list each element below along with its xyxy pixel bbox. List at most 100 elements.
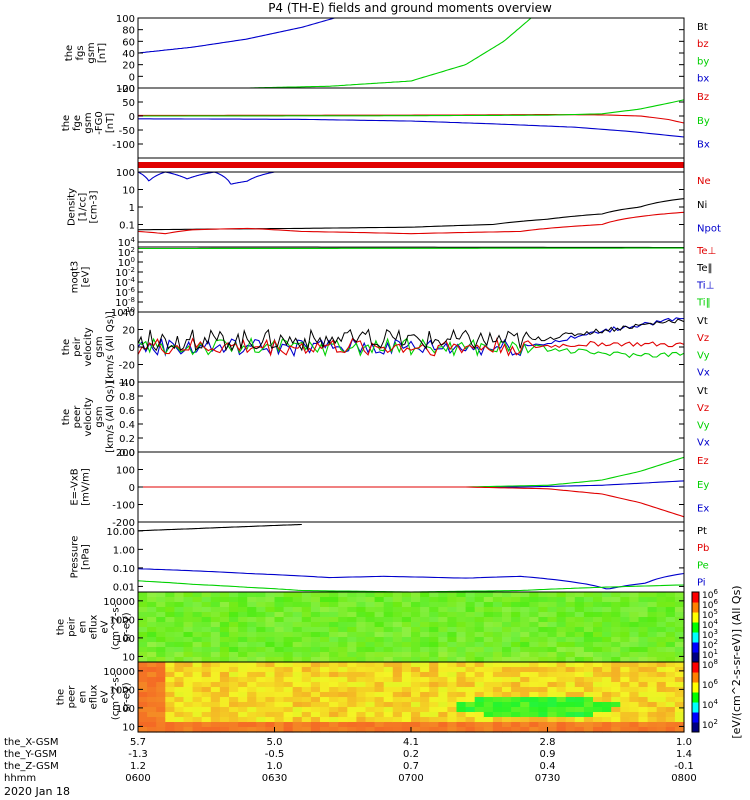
spectrogram-cell	[465, 672, 476, 678]
spectrogram-cell	[483, 622, 494, 628]
spectrogram-cell	[374, 687, 385, 693]
spectrogram-cell	[629, 662, 640, 668]
spectrogram-cell	[383, 722, 394, 728]
legend-entry: By	[697, 116, 710, 127]
spectrogram-cell	[329, 637, 339, 643]
series-line	[138, 118, 685, 138]
spectrogram-cell	[283, 637, 294, 643]
y-axis-label: [km/s (All Qs)]	[105, 311, 116, 383]
spectrogram-cell	[201, 677, 212, 683]
spectrogram-cell	[238, 727, 248, 733]
spectrogram-cell	[465, 627, 476, 633]
spectrogram-cell	[574, 707, 585, 713]
spectrogram-cell	[647, 697, 658, 703]
spectrogram-cell	[620, 712, 630, 718]
spectrogram-cell	[138, 662, 148, 668]
spectrogram-cell	[593, 702, 603, 708]
spectrogram-cell	[529, 622, 539, 628]
spectrogram-cell	[365, 667, 376, 673]
colorbar-swatch	[692, 678, 699, 681]
spectrogram-cell	[611, 722, 621, 728]
y-tick-label: 100	[116, 466, 135, 477]
spectrogram-cell	[492, 702, 503, 708]
spectrogram-cell	[511, 617, 521, 623]
spectrogram-cell	[356, 727, 367, 733]
spectrogram-cell	[483, 712, 494, 718]
spectrogram-cell	[174, 627, 185, 633]
spectrogram-cell	[620, 647, 630, 653]
y-axis-label: the	[64, 45, 75, 61]
spectrogram-cell	[183, 632, 194, 638]
spectrogram-cell	[465, 702, 476, 708]
spectrogram-cell	[292, 727, 303, 733]
spectrogram-cell	[347, 622, 357, 628]
spectrogram-cell	[329, 647, 339, 653]
spectrogram-cell	[320, 722, 330, 728]
spectrogram-cell	[547, 602, 558, 608]
spectrogram-cell	[192, 707, 203, 713]
spectrogram-cell	[292, 592, 303, 598]
spectrogram-cell	[401, 652, 412, 658]
spectrogram-cell	[183, 687, 194, 693]
spectrogram-cell	[438, 717, 448, 723]
spectrogram-cell	[374, 657, 385, 663]
spectrogram-cell	[456, 632, 467, 638]
spectrogram-cell	[456, 592, 467, 598]
spectrogram-cell	[265, 672, 276, 678]
spectrogram-cell	[438, 632, 448, 638]
spectrogram-cell	[401, 612, 412, 618]
spectrogram-cell	[219, 617, 230, 623]
spectrogram-cell	[156, 622, 166, 628]
spectrogram-cell	[429, 702, 439, 708]
spectrogram-cell	[583, 612, 594, 618]
spectrogram-cell	[247, 637, 257, 643]
spectrogram-cell	[292, 667, 303, 673]
spectrogram-cell	[338, 632, 348, 638]
spectrogram-cell	[620, 637, 630, 643]
spectrogram-cell	[256, 702, 266, 708]
spectrogram-cell	[292, 652, 303, 658]
y-tick-label: 0	[129, 112, 135, 123]
spectrogram-cell	[665, 662, 676, 668]
spectrogram-cell	[556, 677, 567, 683]
spectrogram-cell	[310, 592, 321, 598]
spectrogram-cell	[329, 607, 339, 613]
spectrogram-cell	[547, 647, 558, 653]
spectrogram-cell	[502, 617, 512, 623]
y-tick-label: 1.00	[113, 545, 135, 556]
spectrogram-cell	[602, 667, 612, 673]
spectrogram-cell	[147, 607, 157, 613]
spectrogram-cell	[247, 677, 257, 683]
spectrogram-cell	[201, 672, 212, 678]
spectrogram-cell	[201, 697, 212, 703]
colorbar-swatch	[692, 694, 699, 697]
spectrogram-cell	[347, 652, 357, 658]
spectrogram-cell	[265, 712, 276, 718]
spectrogram-cell	[374, 667, 385, 673]
legend-entry: Vy	[697, 350, 710, 361]
colorbar-tick-label: 106	[702, 678, 718, 691]
spectrogram-cell	[583, 662, 594, 668]
spectrogram-cell	[356, 597, 367, 603]
spectrogram-cell	[556, 647, 567, 653]
spectrogram-cell	[492, 667, 503, 673]
spectrogram-cell	[429, 682, 439, 688]
spectrogram-cell	[174, 667, 185, 673]
y-axis-label: gsm	[94, 406, 105, 427]
spectrogram-cell	[229, 712, 239, 718]
spectrogram-image	[138, 662, 685, 733]
spectrogram-cell	[347, 597, 357, 603]
spectrogram-cell	[374, 677, 385, 683]
spectrogram-cell	[574, 612, 585, 618]
spectrogram-cell	[347, 632, 357, 638]
spectrogram-cell	[593, 717, 603, 723]
spectrogram-cell	[283, 617, 294, 623]
spectrogram-cell	[465, 707, 476, 713]
spectrogram-cell	[338, 617, 348, 623]
spectrogram-cell	[447, 692, 458, 698]
spectrogram-cell	[165, 607, 175, 613]
spectrogram-cell	[456, 607, 467, 613]
spectrogram-cell	[511, 672, 521, 678]
spectrogram-cell	[629, 637, 640, 643]
